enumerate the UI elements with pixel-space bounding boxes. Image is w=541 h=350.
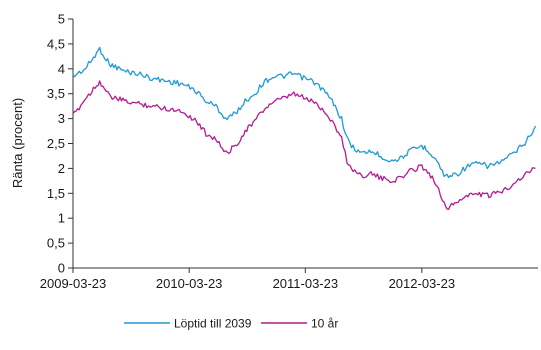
series-line-2 [72, 80, 536, 211]
x-tick-label: 2011-03-23 [273, 276, 339, 291]
tick-labels: 0 0,5 1 1,5 2 2,5 3 3,5 4 4,5 5 2009-03-23 2010-03-2… [40, 12, 455, 292]
x-tick-label: 2010-03-23 [156, 276, 223, 291]
y-tick-label: 0,5 [47, 236, 65, 251]
series-lines [72, 46, 537, 211]
y-tick-label: 2 [58, 161, 65, 176]
y-tick-label: 3,5 [47, 86, 65, 101]
y-tick-label: 1 [58, 211, 65, 226]
x-tick-label: 2009-03-23 [40, 276, 107, 291]
legend: Löptid till 2039 10 år [124, 317, 338, 331]
y-tick-label: 5 [58, 12, 65, 27]
y-axis-title: Ränta (procent) [10, 98, 25, 188]
y-tick-label: 4,5 [47, 36, 65, 51]
axes [68, 18, 538, 273]
y-tick-label: 2,5 [47, 136, 65, 151]
y-tick-label: 3 [58, 111, 65, 126]
x-tick-label: 2012-03-23 [389, 276, 456, 291]
y-tick-label: 4 [58, 61, 65, 76]
y-tick-label: 1,5 [47, 186, 65, 201]
legend-label-1: Löptid till 2039 [174, 317, 252, 331]
series-line-1 [72, 46, 537, 179]
y-tick-label: 0 [58, 261, 65, 276]
legend-label-2: 10 år [311, 317, 338, 331]
